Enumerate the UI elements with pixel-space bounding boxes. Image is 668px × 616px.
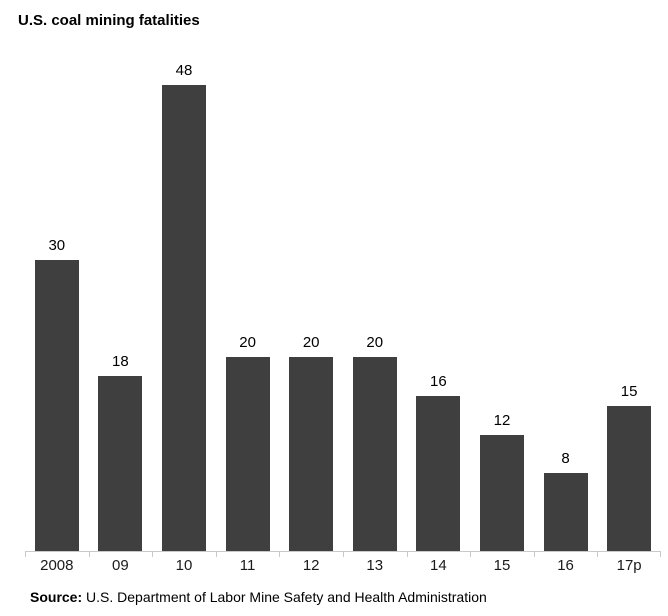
bar <box>543 473 588 551</box>
bar-chart: 30 18 48 20 20 20 16 12 8 15 2008 09 10 11 12 13 14 15 16… <box>25 59 661 575</box>
bar-column-12: 20 <box>279 59 343 551</box>
bar <box>98 376 143 551</box>
source-line: Source: U.S. Department of Labor Mine Sa… <box>30 589 668 606</box>
bar <box>416 395 461 551</box>
axis-tick <box>343 551 344 557</box>
axis-tick <box>88 551 90 557</box>
bar <box>479 434 524 551</box>
axis-tick <box>406 551 408 557</box>
axis-tick <box>597 551 599 557</box>
bar <box>225 357 270 551</box>
bar <box>607 405 652 551</box>
x-axis-label: 14 <box>430 557 447 574</box>
bar-column-10: 48 <box>152 59 216 551</box>
bar-column-2008: 30 <box>25 59 89 551</box>
plot-area: 30 18 48 20 20 20 16 12 8 15 <box>25 59 661 551</box>
axis-tick <box>660 551 661 557</box>
axis-tick <box>152 551 154 557</box>
bar-value-label: 8 <box>561 450 570 468</box>
x-axis-label: 11 <box>239 557 256 574</box>
bar-value-label: 20 <box>302 334 320 351</box>
bar-column-11: 20 <box>216 59 280 551</box>
axis-tick <box>470 551 472 557</box>
bar-value-label: 12 <box>493 411 511 429</box>
x-axis-label: 16 <box>557 557 574 574</box>
x-axis-label: 09 <box>112 557 129 574</box>
x-axis-label: 10 <box>175 557 193 574</box>
bar <box>34 260 79 551</box>
bar-value-label: 15 <box>620 382 638 400</box>
bar-column-15: 12 <box>470 59 534 551</box>
bar-column-17p: 15 <box>597 59 661 551</box>
bar-value-label: 20 <box>239 334 256 351</box>
bar <box>161 85 206 551</box>
bar-value-label: 20 <box>366 334 384 351</box>
bar-value-label: 48 <box>175 62 193 80</box>
x-axis-label: 17p <box>616 557 642 574</box>
bar-column-09: 18 <box>89 59 153 551</box>
bar <box>289 357 334 551</box>
bar-column-13: 20 <box>343 59 407 551</box>
x-axis-label: 2008 <box>40 557 74 574</box>
axis-tick <box>279 551 281 557</box>
bar <box>352 357 397 551</box>
x-axis-labels: 2008 09 10 11 12 13 14 15 16 17p <box>25 552 661 575</box>
x-axis-label: 15 <box>493 557 511 574</box>
source-label: Source: <box>30 589 83 605</box>
bar-value-label: 18 <box>112 353 129 371</box>
x-axis-label: 12 <box>302 557 320 574</box>
axis-tick <box>25 551 26 557</box>
source-text: U.S. Department of Labor Mine Safety and… <box>82 589 487 605</box>
axis-tick <box>215 551 217 557</box>
x-axis-line <box>25 551 661 557</box>
bar-value-label: 30 <box>48 237 66 254</box>
axis-tick <box>533 551 535 557</box>
x-axis-label: 13 <box>366 557 384 574</box>
chart-title: U.S. coal mining fatalities <box>18 12 200 29</box>
bar-column-14: 16 <box>407 59 471 551</box>
bar-column-16: 8 <box>534 59 598 551</box>
bar-value-label: 16 <box>430 372 447 390</box>
